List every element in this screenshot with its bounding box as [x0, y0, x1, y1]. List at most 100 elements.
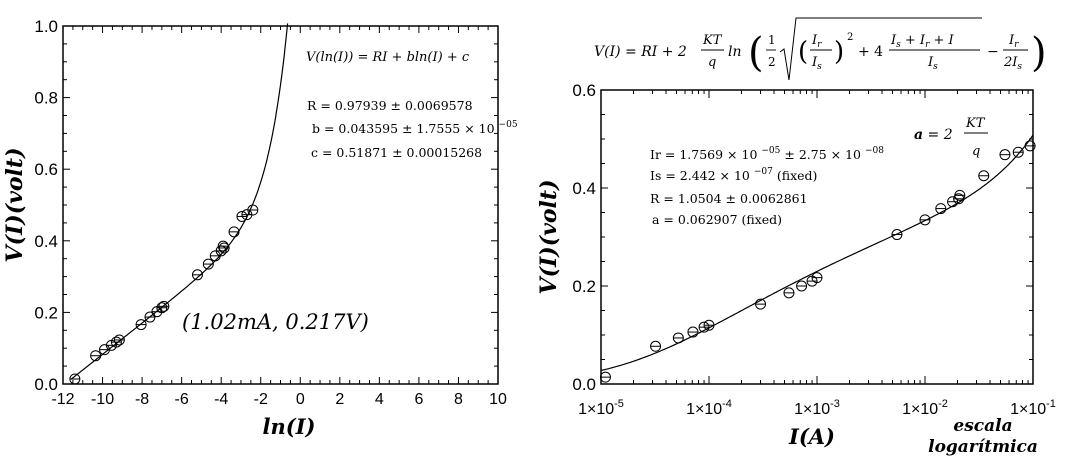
left-fit-curve-group	[70, 23, 289, 380]
right-eq-2is: 2Is	[1003, 55, 1022, 72]
right-data-point	[891, 229, 903, 241]
left-fit-curve	[70, 23, 289, 380]
left-y-tick-label: 0.6	[34, 160, 58, 179]
left-y-tick-label: 0.0	[34, 375, 58, 394]
right-a-definition: a = 2 KT q	[914, 116, 988, 159]
right-eq-lhs: V(I) = RI + 2	[594, 44, 687, 60]
right-data-point	[919, 214, 931, 226]
right-data-point	[935, 203, 947, 215]
right-data-point	[811, 272, 823, 284]
left-x-tick-label: -10	[91, 391, 114, 408]
right-eq-den: Is	[927, 55, 938, 72]
right-fit-param-ir-tail: ± 2.75 × 10	[784, 147, 861, 162]
right-equation-group: V(I) = RI + 2 KT q ln ( 1 2 ( Ir Is ) 2 …	[594, 17, 1047, 81]
left-x-tick-label: -12	[51, 391, 74, 408]
left-data-point	[90, 350, 102, 362]
left-fit-param-r-text: R = 0.97939 ± 0.0069578	[307, 98, 473, 113]
right-eq-ir: Ir	[811, 33, 822, 50]
right-data-point	[599, 371, 611, 383]
left-data-point	[144, 311, 156, 323]
right-eq-rp2: )	[834, 37, 844, 67]
left-x-tick-label: 8	[454, 391, 463, 408]
right-eq-is: Is	[811, 55, 822, 72]
right-chart: V(I) = RI + 2 KT q ln ( 1 2 ( Ir Is ) 2 …	[536, 17, 1056, 457]
left-data-point	[135, 319, 147, 331]
right-y-tick-label: 0.4	[572, 179, 596, 198]
right-fit-param-a-text: a = 0.062907 (fixed)	[652, 212, 782, 227]
right-fit-param-ir-exp: −05	[761, 146, 780, 156]
left-x-tick-label: 0	[296, 391, 305, 408]
right-fit-param-ir: Ir = 1.7569 × 10 −05 ± 2.75 × 10 −08	[650, 141, 884, 162]
right-x-tick-label: 1×10-1	[1010, 398, 1056, 418]
right-fit-curve-group	[600, 134, 1034, 372]
right-data-point	[978, 170, 990, 182]
right-scale-note-2: logarítmica	[928, 437, 1038, 457]
right-eq-rparen: )	[1031, 30, 1047, 76]
right-a-q: q	[972, 144, 980, 159]
right-data-points	[599, 140, 1036, 383]
right-y-tick-label: 0.2	[572, 277, 596, 296]
right-fit-param-ir-text: Ir = 1.7569 × 10	[650, 147, 757, 162]
right-data-point	[672, 332, 684, 344]
right-fit-param-ir-tail-exp: −08	[865, 146, 884, 156]
left-data-points	[69, 204, 259, 385]
left-plot-frame	[62, 25, 499, 385]
right-y-axis-label: V(I)(volt)	[536, 180, 562, 295]
right-fit-param-r: R = 1.0504 ± 0.0062861	[650, 191, 808, 206]
left-data-point	[158, 300, 170, 312]
right-fit-param-r-text: R = 1.0504 ± 0.0062861	[650, 191, 808, 206]
left-data-point	[217, 240, 229, 252]
right-fit-param-is-exp: −07	[754, 167, 773, 177]
left-fit-param-c-text: c = 0.51871 ± 0.00015268	[311, 145, 482, 160]
right-x-tick-label: 1×10-5	[578, 398, 624, 418]
right-eq-sq: 2	[847, 32, 853, 43]
right-data-point	[999, 149, 1011, 161]
left-y-tick-label: 1.0	[34, 17, 58, 36]
right-y-tick-label: 0.6	[572, 81, 596, 100]
right-fit-curve	[600, 134, 1034, 372]
right-y-tick-label: 0.0	[572, 375, 596, 394]
left-data-point	[191, 269, 203, 281]
right-axis-ticks: 1×10-5 1×10-4 1×10-3 1×10-2 1×10-1 0.0 0.2 0.4 0…	[572, 81, 1056, 418]
right-eq-sqrt	[779, 17, 982, 81]
left-data-point	[110, 336, 122, 348]
right-a-kt: KT	[965, 116, 986, 131]
right-eq-minus: −	[987, 44, 999, 60]
right-data-point	[703, 319, 715, 331]
right-data-point	[650, 340, 662, 352]
left-x-tick-label: 10	[489, 391, 507, 408]
left-axis-ticks: -12 -10 -8 -6 -4 -2 0 2 4 6 8 10 0.0 0.2 0.4 0.6 0.8 1.0	[34, 17, 507, 408]
left-y-tick-label: 0.2	[34, 303, 58, 322]
right-eq-plus4: + 4	[858, 44, 883, 60]
left-x-tick-label: 2	[335, 391, 344, 408]
left-data-point	[247, 204, 259, 216]
right-eq-lp2: (	[798, 37, 808, 67]
left-data-point	[202, 258, 214, 270]
right-eq-ln: ln	[728, 44, 742, 60]
left-fit-param-c: c = 0.51871 ± 0.00015268	[311, 145, 482, 160]
left-x-axis-label: ln(I)	[263, 414, 316, 439]
right-eq-half-num: 1	[768, 33, 776, 47]
right-data-point	[954, 189, 966, 201]
left-x-tick-label: -8	[135, 391, 149, 408]
right-x-tick-label: 1×10-4	[686, 398, 732, 418]
right-eq-num: Is + Ir + I	[890, 33, 955, 50]
left-fit-param-b: b = 0.043595 ± 1.7555 × 10 −05	[312, 120, 518, 136]
right-data-point	[1012, 146, 1024, 158]
left-fit-param-b-exponent: −05	[499, 120, 518, 130]
right-plot-frame	[600, 89, 1034, 385]
left-data-point	[156, 302, 168, 314]
right-x-tick-label: 1×10-2	[902, 398, 948, 418]
left-data-point	[228, 226, 240, 238]
left-data-point	[113, 334, 125, 346]
left-x-tick-label: -6	[175, 391, 189, 408]
right-eq-kt: KT	[702, 33, 723, 48]
right-fit-param-is-text: Is = 2.442 × 10	[650, 168, 750, 183]
left-y-tick-label: 0.4	[34, 232, 58, 251]
right-fit-param-a: a = 0.062907 (fixed)	[652, 212, 782, 227]
left-x-tick-label: -4	[214, 391, 228, 408]
left-point-annotation: (1.02mA, 0.217V)	[182, 310, 369, 334]
right-eq-ir2: Ir	[1008, 33, 1019, 50]
left-fit-param-b-text: b = 0.043595 ± 1.7555 × 10	[312, 121, 495, 136]
left-data-point	[209, 250, 221, 262]
